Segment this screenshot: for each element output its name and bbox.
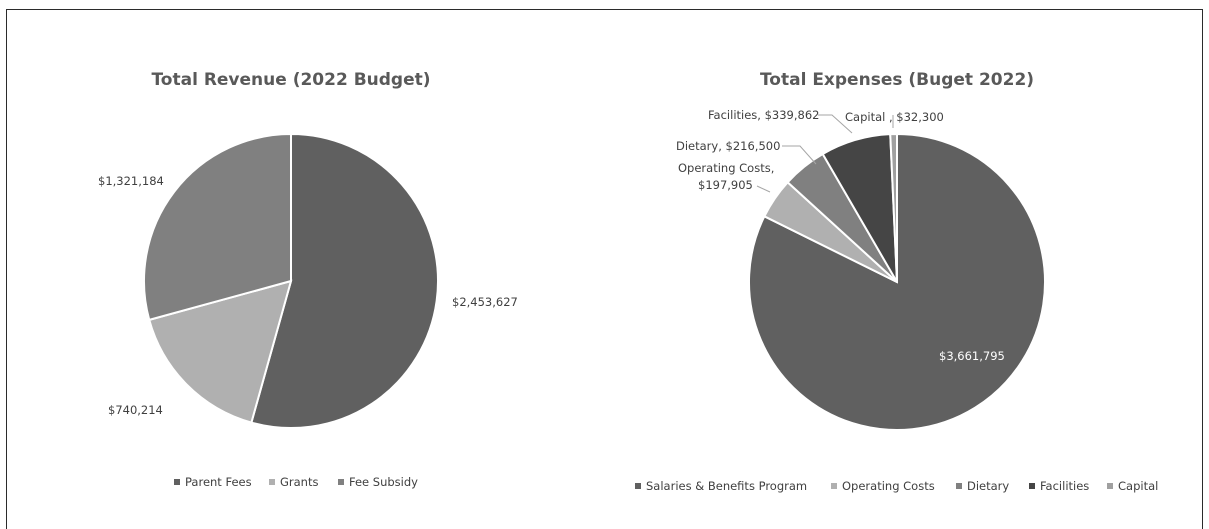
- legend-label-operating-costs: Operating Costs: [842, 479, 935, 493]
- expenses-label-salaries: $3,661,795: [939, 349, 1005, 363]
- revenue-label-grants: $740,214: [108, 403, 163, 417]
- expenses-legend: Salaries & Benefits Program Operating Co…: [635, 479, 1158, 493]
- pie-slice-fee-subsidy: [143, 132, 292, 322]
- pie-slice-grants: [148, 279, 293, 424]
- expenses-chart: Total Expenses (Buget 2022) $3,661,795 O…: [635, 70, 1158, 493]
- legend-swatch-fee-subsidy: [338, 479, 344, 485]
- legend-label-dietary: Dietary: [967, 479, 1009, 493]
- revenue-pie: [143, 132, 439, 429]
- legend-label-grants: Grants: [280, 475, 318, 489]
- leader-line-facilities: [818, 114, 853, 134]
- leader-line-operating-costs: [756, 185, 771, 193]
- legend-label-capital: Capital: [1118, 479, 1158, 493]
- leader-line-dietary: [782, 145, 817, 165]
- expenses-label-operating-costs-line2: $197,905: [698, 178, 753, 192]
- legend-label-salaries: Salaries & Benefits Program: [646, 479, 807, 493]
- chart-frame: [6, 9, 1203, 529]
- expenses-label-operating-costs-line1: Operating Costs,: [678, 161, 774, 175]
- legend-swatch-capital: [1107, 483, 1113, 489]
- expenses-label-dietary: Dietary, $216,500: [676, 139, 780, 153]
- legend-swatch-salaries: [635, 483, 641, 489]
- expenses-chart-title: Total Expenses (Buget 2022): [760, 70, 1034, 90]
- revenue-label-fee-subsidy: $1,321,184: [98, 174, 164, 188]
- revenue-chart-title: Total Revenue (2022 Budget): [151, 70, 430, 90]
- expenses-label-capital: Capital , $32,300: [845, 110, 944, 124]
- legend-swatch-grants: [269, 479, 275, 485]
- legend-label-facilities: Facilities: [1040, 479, 1089, 493]
- revenue-label-parent-fees: $2,453,627: [452, 295, 518, 309]
- legend-swatch-dietary: [956, 483, 962, 489]
- legend-swatch-parent-fees: [174, 479, 180, 485]
- pie-slice-capital: [889, 132, 898, 283]
- revenue-chart: Total Revenue (2022 Budget) $2,453,627 $…: [98, 70, 518, 489]
- legend-swatch-operating-costs: [831, 483, 837, 489]
- expenses-label-facilities: Facilities, $339,862: [708, 108, 819, 122]
- legend-label-fee-subsidy: Fee Subsidy: [349, 475, 418, 489]
- revenue-legend: Parent Fees Grants Fee Subsidy: [174, 475, 418, 489]
- expenses-pie: [748, 132, 1046, 431]
- legend-swatch-facilities: [1029, 483, 1035, 489]
- pie-slice-parent-fees: [250, 132, 439, 429]
- charts-canvas: Total Revenue (2022 Budget) $2,453,627 $…: [98, 70, 1158, 493]
- legend-label-parent-fees: Parent Fees: [185, 475, 252, 489]
